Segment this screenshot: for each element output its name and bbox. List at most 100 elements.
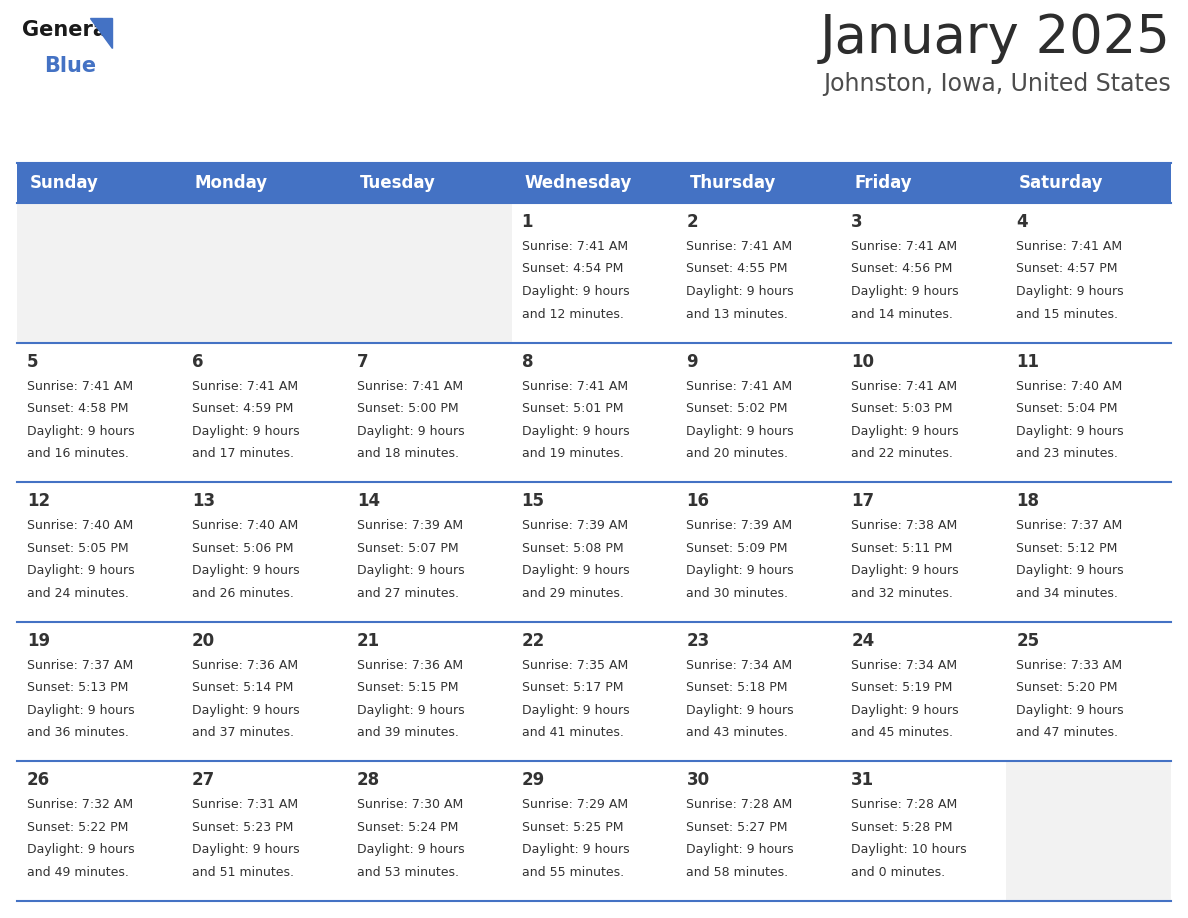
Text: Sunset: 5:24 PM: Sunset: 5:24 PM (356, 821, 459, 834)
Text: and 53 minutes.: and 53 minutes. (356, 866, 459, 879)
Bar (347, 621, 512, 761)
Text: 27: 27 (191, 771, 215, 789)
Text: 15: 15 (522, 492, 544, 510)
Text: Daylight: 9 hours: Daylight: 9 hours (356, 565, 465, 577)
Text: Daylight: 9 hours: Daylight: 9 hours (522, 704, 630, 717)
Text: Daylight: 9 hours: Daylight: 9 hours (191, 425, 299, 438)
Text: and 58 minutes.: and 58 minutes. (687, 866, 789, 879)
Text: and 43 minutes.: and 43 minutes. (687, 726, 789, 739)
Bar (17, 761, 182, 901)
Text: Sunrise: 7:36 AM: Sunrise: 7:36 AM (356, 659, 463, 672)
Bar (841, 203, 1006, 342)
Text: Sunset: 5:12 PM: Sunset: 5:12 PM (1016, 542, 1118, 554)
Text: Johnston, Iowa, United States: Johnston, Iowa, United States (823, 72, 1171, 96)
Bar (512, 342, 676, 482)
Text: Sunset: 5:13 PM: Sunset: 5:13 PM (27, 681, 128, 694)
Text: Daylight: 9 hours: Daylight: 9 hours (522, 285, 630, 298)
Text: Sunrise: 7:30 AM: Sunrise: 7:30 AM (356, 799, 463, 812)
Text: Sunset: 4:58 PM: Sunset: 4:58 PM (27, 402, 128, 415)
Text: Daylight: 9 hours: Daylight: 9 hours (356, 425, 465, 438)
Text: and 29 minutes.: and 29 minutes. (522, 587, 624, 599)
Text: Sunrise: 7:38 AM: Sunrise: 7:38 AM (852, 520, 958, 532)
Bar (182, 163, 347, 203)
Text: Sunrise: 7:41 AM: Sunrise: 7:41 AM (687, 240, 792, 253)
Text: 17: 17 (852, 492, 874, 510)
Text: Daylight: 9 hours: Daylight: 9 hours (687, 425, 794, 438)
Bar (1006, 203, 1171, 342)
Text: Sunset: 5:03 PM: Sunset: 5:03 PM (852, 402, 953, 415)
Bar (182, 203, 347, 342)
Bar (841, 482, 1006, 621)
Text: 18: 18 (1016, 492, 1040, 510)
Text: 29: 29 (522, 771, 545, 789)
Text: 22: 22 (522, 632, 545, 650)
Text: and 32 minutes.: and 32 minutes. (852, 587, 953, 599)
Text: Sunrise: 7:32 AM: Sunrise: 7:32 AM (27, 799, 133, 812)
Bar (1006, 482, 1171, 621)
Polygon shape (90, 18, 112, 48)
Text: and 45 minutes.: and 45 minutes. (852, 726, 953, 739)
Text: Sunset: 5:17 PM: Sunset: 5:17 PM (522, 681, 623, 694)
Text: Sunrise: 7:28 AM: Sunrise: 7:28 AM (852, 799, 958, 812)
Text: and 34 minutes.: and 34 minutes. (1016, 587, 1118, 599)
Text: Sunset: 5:04 PM: Sunset: 5:04 PM (1016, 402, 1118, 415)
Text: 14: 14 (356, 492, 380, 510)
Text: Daylight: 9 hours: Daylight: 9 hours (356, 844, 465, 856)
Text: Sunrise: 7:41 AM: Sunrise: 7:41 AM (1016, 240, 1123, 253)
Bar (512, 203, 676, 342)
Text: Sunset: 5:28 PM: Sunset: 5:28 PM (852, 821, 953, 834)
Text: Daylight: 9 hours: Daylight: 9 hours (1016, 425, 1124, 438)
Text: Daylight: 9 hours: Daylight: 9 hours (687, 565, 794, 577)
Text: 1: 1 (522, 213, 533, 231)
Text: Blue: Blue (44, 56, 96, 76)
Text: Daylight: 9 hours: Daylight: 9 hours (852, 565, 959, 577)
Bar (676, 342, 841, 482)
Text: Wednesday: Wednesday (525, 174, 632, 192)
Text: Sunset: 5:09 PM: Sunset: 5:09 PM (687, 542, 788, 554)
Text: Daylight: 9 hours: Daylight: 9 hours (687, 704, 794, 717)
Text: Sunrise: 7:39 AM: Sunrise: 7:39 AM (687, 520, 792, 532)
Text: 20: 20 (191, 632, 215, 650)
Bar (841, 163, 1006, 203)
Text: Sunrise: 7:41 AM: Sunrise: 7:41 AM (852, 240, 958, 253)
Text: Sunset: 4:59 PM: Sunset: 4:59 PM (191, 402, 293, 415)
Text: and 17 minutes.: and 17 minutes. (191, 447, 293, 460)
Text: and 14 minutes.: and 14 minutes. (852, 308, 953, 320)
Text: Sunrise: 7:41 AM: Sunrise: 7:41 AM (687, 380, 792, 393)
Bar (347, 203, 512, 342)
Bar (182, 621, 347, 761)
Text: Friday: Friday (854, 174, 912, 192)
Bar (512, 482, 676, 621)
Text: and 19 minutes.: and 19 minutes. (522, 447, 624, 460)
Bar (17, 621, 182, 761)
Text: Daylight: 9 hours: Daylight: 9 hours (852, 704, 959, 717)
Text: 3: 3 (852, 213, 862, 231)
Text: and 49 minutes.: and 49 minutes. (27, 866, 128, 879)
Bar (17, 163, 182, 203)
Text: 13: 13 (191, 492, 215, 510)
Text: Daylight: 9 hours: Daylight: 9 hours (27, 704, 134, 717)
Text: 16: 16 (687, 492, 709, 510)
Text: and 41 minutes.: and 41 minutes. (522, 726, 624, 739)
Bar (347, 342, 512, 482)
Text: Daylight: 9 hours: Daylight: 9 hours (852, 425, 959, 438)
Text: 19: 19 (27, 632, 50, 650)
Bar (182, 342, 347, 482)
Bar (1006, 342, 1171, 482)
Text: Sunset: 5:00 PM: Sunset: 5:00 PM (356, 402, 459, 415)
Text: Sunset: 5:27 PM: Sunset: 5:27 PM (687, 821, 788, 834)
Text: Sunrise: 7:41 AM: Sunrise: 7:41 AM (852, 380, 958, 393)
Text: 30: 30 (687, 771, 709, 789)
Text: Sunset: 4:55 PM: Sunset: 4:55 PM (687, 263, 788, 275)
Text: 21: 21 (356, 632, 380, 650)
Text: Sunrise: 7:39 AM: Sunrise: 7:39 AM (356, 520, 463, 532)
Text: Sunset: 5:18 PM: Sunset: 5:18 PM (687, 681, 788, 694)
Text: Daylight: 9 hours: Daylight: 9 hours (1016, 285, 1124, 298)
Text: 31: 31 (852, 771, 874, 789)
Text: Sunset: 5:08 PM: Sunset: 5:08 PM (522, 542, 624, 554)
Text: Sunrise: 7:41 AM: Sunrise: 7:41 AM (522, 380, 627, 393)
Bar (182, 761, 347, 901)
Text: Sunrise: 7:40 AM: Sunrise: 7:40 AM (191, 520, 298, 532)
Text: Daylight: 9 hours: Daylight: 9 hours (522, 565, 630, 577)
Text: and 12 minutes.: and 12 minutes. (522, 308, 624, 320)
